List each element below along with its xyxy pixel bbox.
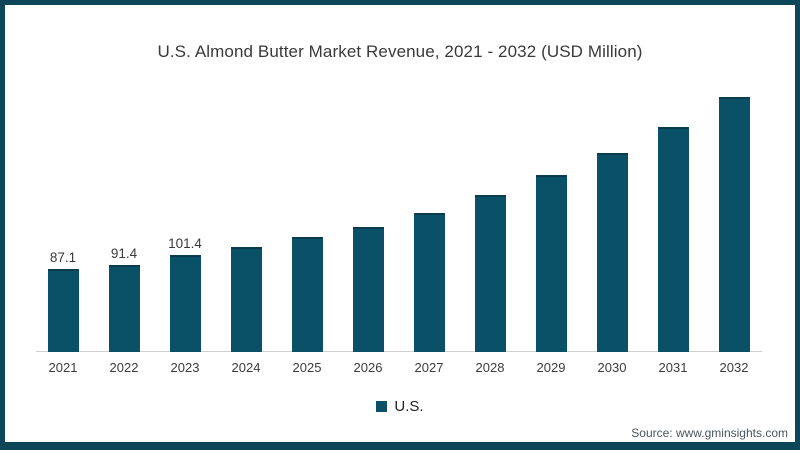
x-tick-2031: 2031 bbox=[658, 360, 688, 375]
x-tick-2023: 2023 bbox=[170, 360, 200, 375]
x-tick-2022: 2022 bbox=[109, 360, 139, 375]
x-axis-line bbox=[36, 351, 762, 352]
chart-stage: U.S. Almond Butter Market Revenue, 2021 … bbox=[5, 5, 795, 442]
source-note: Source: www.gminsights.com bbox=[631, 426, 788, 440]
bar-value-label-2021: 87.1 bbox=[49, 250, 77, 265]
x-tick-2021: 2021 bbox=[48, 360, 78, 375]
x-tick-2032: 2032 bbox=[719, 360, 749, 375]
x-tick-2029: 2029 bbox=[536, 360, 566, 375]
bar-2022 bbox=[108, 265, 140, 352]
legend: U.S. bbox=[5, 398, 795, 415]
legend-swatch-icon bbox=[376, 401, 388, 412]
bar-2032 bbox=[718, 97, 750, 352]
bar-2027 bbox=[413, 213, 445, 352]
bar-2030 bbox=[596, 153, 628, 352]
x-tick-2025: 2025 bbox=[292, 360, 322, 375]
bar-value-label-2023: 101.4 bbox=[168, 236, 202, 251]
x-tick-2026: 2026 bbox=[353, 360, 383, 375]
bar-2031 bbox=[657, 127, 689, 352]
bar-2026 bbox=[352, 227, 384, 352]
x-tick-2030: 2030 bbox=[597, 360, 627, 375]
bar-2024 bbox=[230, 247, 262, 352]
bar-2025 bbox=[291, 237, 323, 352]
x-tick-2028: 2028 bbox=[475, 360, 505, 375]
bar-value-label-2022: 91.4 bbox=[110, 246, 138, 261]
bar-2028 bbox=[474, 195, 506, 352]
x-tick-2024: 2024 bbox=[231, 360, 261, 375]
chart-title: U.S. Almond Butter Market Revenue, 2021 … bbox=[157, 42, 643, 61]
bar-2023 bbox=[169, 255, 201, 352]
x-tick-2027: 2027 bbox=[414, 360, 444, 375]
legend-label: U.S. bbox=[394, 398, 424, 415]
bar-2021 bbox=[47, 269, 79, 352]
bar-2029 bbox=[535, 175, 567, 352]
